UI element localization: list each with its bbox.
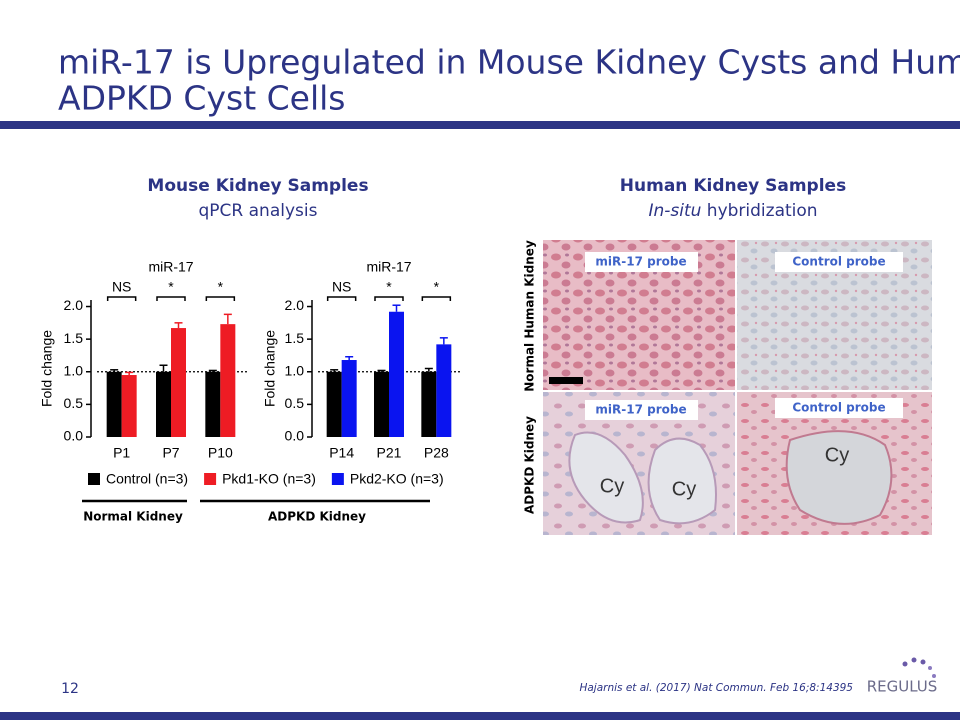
- header-bar: [0, 121, 960, 129]
- logo-dot: [920, 659, 926, 665]
- significance-label: *: [218, 279, 224, 295]
- y-tick-label: 2.0: [64, 297, 84, 313]
- significance-label: NS: [332, 279, 351, 295]
- y-tick-label: 0.0: [285, 428, 305, 444]
- section-heading: Human Kidney Samples: [620, 176, 846, 196]
- legend-swatch: [331, 473, 344, 485]
- title: miR-17 is Upregulated in Mouse Kidney Cy…: [58, 43, 960, 82]
- panel-label: miR-17 probe: [595, 403, 686, 417]
- significance-label: *: [386, 279, 392, 295]
- significance-bracket: [156, 296, 186, 301]
- charts: miR-17 Fold change 0.0 0.5 1.0 1.5 2.0 P1 NS P7 * P…: [39, 259, 462, 487]
- cyst: [785, 430, 893, 525]
- label-box: [585, 400, 698, 420]
- panel-label: Control probe: [792, 401, 885, 415]
- bar: [341, 360, 357, 437]
- text: hybridization: [707, 201, 818, 221]
- cyst: [568, 431, 644, 524]
- y-tick-label: 1.5: [285, 330, 305, 346]
- legend-label: Pkd1-KO (n=3): [222, 471, 316, 487]
- bar: [171, 328, 186, 437]
- y-tick-label: 0.0: [64, 428, 84, 444]
- cyst-label: Cy: [825, 444, 849, 466]
- bar: [421, 371, 437, 437]
- logo-dot: [902, 661, 908, 667]
- y-tick-label: 2.0: [285, 297, 305, 313]
- y-tick-label: 1.0: [285, 362, 305, 378]
- legend-swatch: [88, 473, 100, 485]
- y-axis-label: Fold change: [262, 330, 278, 407]
- bar: [121, 375, 137, 437]
- bar: [389, 311, 404, 437]
- chart-title: miR-17: [148, 259, 193, 275]
- cyst-label: Cy: [600, 475, 624, 497]
- section-subheading: In-situ hybridization: [648, 201, 817, 221]
- logo-dot: [928, 666, 932, 670]
- row-label: Normal Human Kidney: [523, 240, 537, 392]
- significance-bracket: [421, 296, 452, 301]
- y-tick-label: 0.5: [64, 395, 84, 411]
- group-label: Normal Kidney: [83, 510, 183, 524]
- page-number: 12: [61, 681, 79, 697]
- legend-label: Pkd2-KO (n=3): [350, 471, 444, 487]
- panel-label: miR-17 probe: [595, 255, 686, 269]
- x-tick-label: P1: [113, 445, 130, 461]
- x-tick-label: P7: [162, 445, 179, 461]
- y-tick-label: 1.0: [64, 362, 84, 378]
- bar: [326, 371, 342, 437]
- bar: [156, 371, 171, 437]
- label-box: [775, 398, 903, 418]
- bar: [436, 344, 452, 437]
- logo-dot: [932, 674, 936, 678]
- scale-bar: [549, 377, 583, 384]
- bar: [205, 371, 221, 437]
- y-axis-label: Fold change: [39, 330, 55, 407]
- label-box: [585, 252, 698, 272]
- logo-dots: [902, 657, 936, 678]
- significance-bracket: [106, 296, 137, 301]
- group-label: ADPKD Kidney: [268, 510, 366, 524]
- footer-bar: [0, 712, 960, 720]
- section-heading: Mouse Kidney Samples: [147, 176, 368, 196]
- title: ADPKD Cyst Cells: [58, 79, 346, 118]
- significance-bracket: [374, 296, 404, 301]
- label-box: [775, 252, 903, 272]
- logo-dot: [911, 657, 917, 663]
- cyst-label: Cy: [672, 478, 696, 500]
- histology: miR-17 probe Control probe miR-17 probe …: [523, 240, 932, 535]
- logo: REGULUS: [867, 678, 938, 696]
- significance-label: *: [168, 279, 174, 295]
- x-tick-label: P14: [329, 445, 354, 461]
- cyst: [647, 437, 717, 525]
- bar: [374, 371, 389, 437]
- x-tick-label: P21: [377, 445, 402, 461]
- significance-bracket: [205, 296, 236, 301]
- x-tick-label: P10: [208, 445, 233, 461]
- bar: [106, 371, 122, 437]
- y-tick-label: 1.5: [64, 330, 84, 346]
- chart-title: miR-17: [366, 259, 411, 275]
- legend-label: Control (n=3): [106, 471, 188, 487]
- section-subheading: qPCR analysis: [199, 201, 318, 221]
- significance-bracket: [326, 296, 357, 301]
- bar: [220, 324, 236, 437]
- y-tick-label: 0.5: [285, 395, 305, 411]
- emphasis: In-situ: [648, 201, 701, 221]
- panel-label: Control probe: [792, 255, 885, 269]
- significance-label: *: [434, 279, 440, 295]
- citation: Hajarnis et al. (2017) Nat Commun. Feb 1…: [579, 682, 853, 694]
- x-tick-label: P28: [424, 445, 449, 461]
- row-label: ADPKD Kidney: [523, 416, 537, 514]
- significance-label: NS: [112, 279, 131, 295]
- legend-swatch: [204, 473, 217, 485]
